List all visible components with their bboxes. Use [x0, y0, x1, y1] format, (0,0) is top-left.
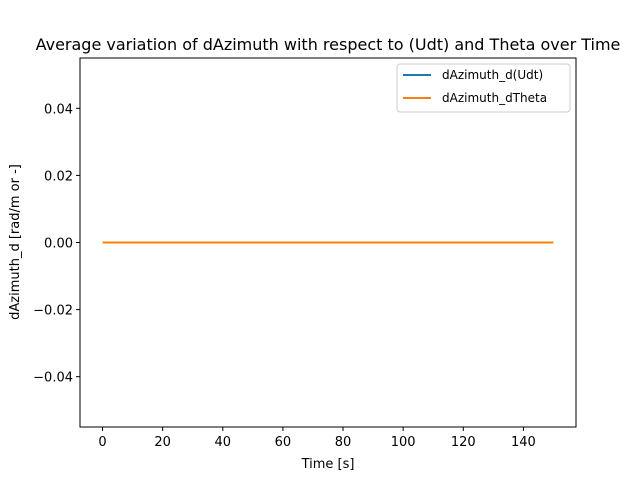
legend-label-theta: dAzimuth_dTheta	[442, 91, 547, 105]
x-tick-label: 40	[215, 435, 232, 450]
x-tick-label: 140	[511, 435, 536, 450]
x-tick-label: 120	[451, 435, 476, 450]
x-tick-label: 60	[275, 435, 292, 450]
y-tick-label: 0.04	[44, 102, 73, 117]
chart-title: Average variation of dAzimuth with respe…	[36, 35, 621, 54]
legend-box	[396, 63, 571, 113]
y-tick-label: −0.04	[33, 371, 73, 386]
legend: dAzimuth_d(Udt) dAzimuth_dTheta	[396, 63, 571, 113]
y-axis-ticks: −0.04 −0.02 0.00 0.02 0.04	[33, 102, 80, 386]
x-tick-label: 100	[391, 435, 416, 450]
x-tick-label: 0	[98, 435, 106, 450]
x-tick-label: 80	[335, 435, 352, 450]
y-tick-label: 0.02	[44, 169, 73, 184]
x-axis-label: Time [s]	[301, 457, 355, 472]
y-tick-label: −0.02	[33, 304, 73, 319]
x-axis-ticks: 0 20 40 60 80 100 120 140	[98, 427, 536, 450]
legend-label-udt: dAzimuth_d(Udt)	[442, 68, 543, 82]
y-tick-label: 0.00	[44, 237, 73, 252]
axes-frame	[79, 57, 577, 428]
x-tick-label: 20	[154, 435, 171, 450]
y-axis-label: dAzimuth_d [rad/m or -]	[8, 164, 23, 320]
